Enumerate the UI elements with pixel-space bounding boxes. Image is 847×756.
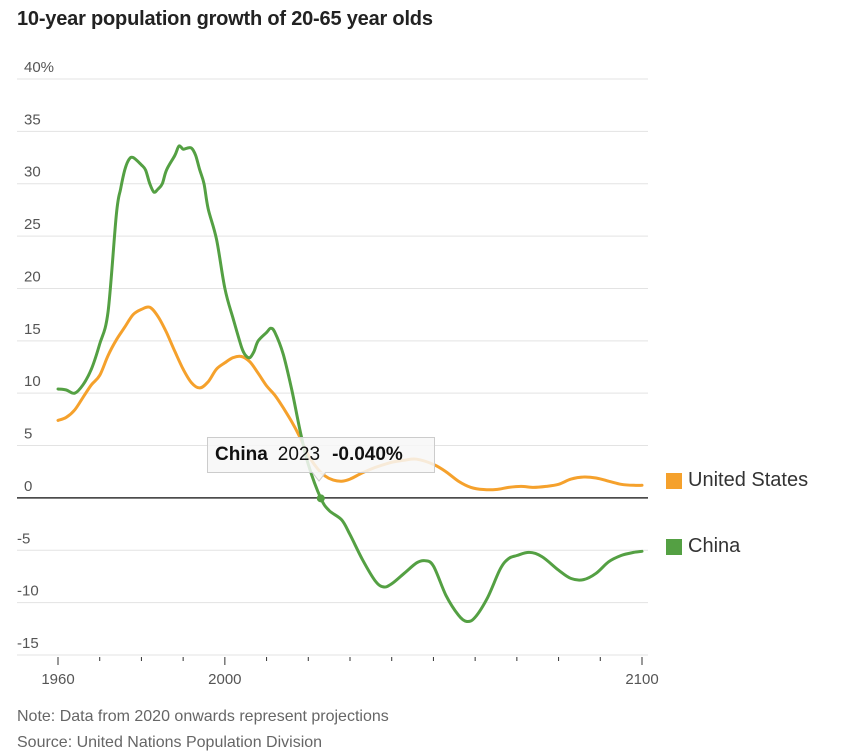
legend-item-united-states[interactable]: United States xyxy=(666,469,808,492)
y-tick-label: -10 xyxy=(17,583,39,600)
tooltip-value: -0.040% xyxy=(332,444,403,465)
legend-label-united-states: United States xyxy=(688,469,809,491)
legend-item-china[interactable]: China xyxy=(666,535,740,558)
x-axis: 1960 2000 2100 xyxy=(41,657,659,688)
source-note: Source: United Nations Population Divisi… xyxy=(17,734,323,751)
y-tick-label: 5 xyxy=(24,426,32,443)
hover-marker xyxy=(316,494,325,503)
x-tick-label: 2100 xyxy=(625,671,658,688)
series-line-china xyxy=(56,144,644,624)
hover-tooltip: China 2023 -0.040% xyxy=(207,437,435,473)
y-axis-ticks: 40% 35 30 25 20 15 10 5 0 -5 -10 -15 xyxy=(17,59,54,652)
y-tick-label: 35 xyxy=(24,111,41,128)
y-tick-label: -15 xyxy=(17,635,39,652)
tooltip-year: 2023 xyxy=(277,444,321,465)
markers xyxy=(316,494,325,503)
tooltip-series-name: China xyxy=(215,444,268,465)
y-tick-label: 10 xyxy=(24,373,41,390)
x-tick-label: 1960 xyxy=(41,671,74,688)
legend-label-china: China xyxy=(688,535,741,557)
china-swatch-icon xyxy=(666,538,682,555)
gridlines xyxy=(17,78,648,656)
footnote: Note: Data from 2020 onwards represent p… xyxy=(17,708,389,725)
y-tick-label: 25 xyxy=(24,216,41,233)
y-tick-label: 30 xyxy=(24,164,41,181)
y-tick-label: 20 xyxy=(24,268,41,285)
y-tick-label: 15 xyxy=(24,321,41,338)
y-tick-label: 40% xyxy=(24,59,54,76)
y-tick-label: 0 xyxy=(24,478,32,495)
chart-title: 10-year population growth of 20-65 year … xyxy=(17,8,433,30)
y-tick-label: -5 xyxy=(17,530,30,547)
united-states-swatch-icon xyxy=(666,472,682,489)
tooltip-pointer-icon xyxy=(312,472,326,482)
x-tick-label: 2000 xyxy=(208,671,241,688)
